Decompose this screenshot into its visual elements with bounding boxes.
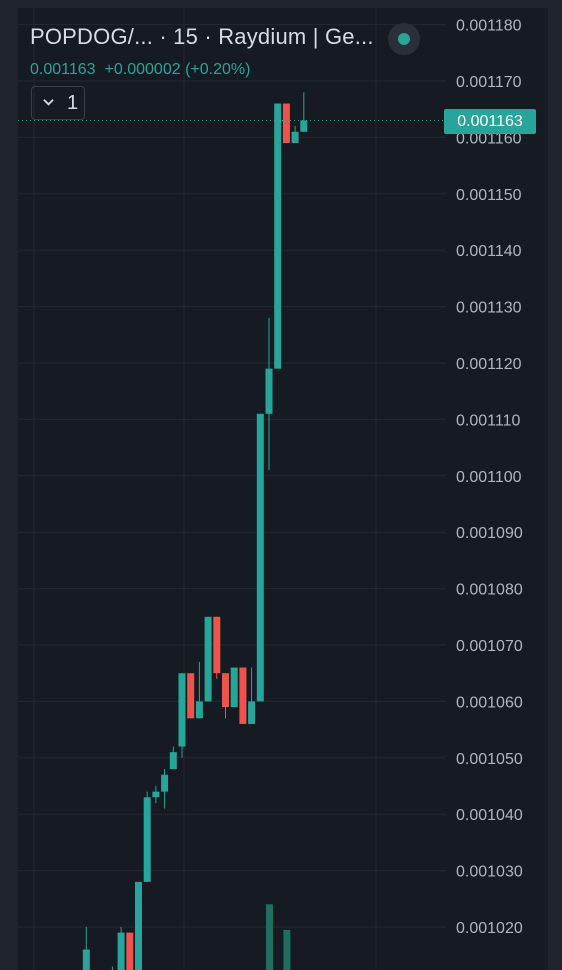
collapse-indicators-button[interactable]: 1	[31, 86, 85, 120]
y-axis-tick-label: 0.001120	[456, 356, 522, 373]
candle-body	[117, 932, 125, 970]
y-axis-tick-label: 0.001140	[456, 243, 522, 260]
candle-body	[300, 120, 308, 132]
y-axis-tick-label: 0.001110	[456, 412, 520, 429]
candle-body	[248, 701, 256, 724]
candle-body	[161, 774, 169, 792]
chart-legend-title[interactable]: POPDOG/... · 15 · Raydium | Ge...	[30, 24, 374, 50]
candle-body	[256, 413, 264, 702]
live-status-button[interactable]	[388, 23, 420, 55]
y-axis-tick-label: 0.001100	[456, 469, 522, 486]
candle-body	[178, 673, 186, 747]
candle-body	[282, 103, 290, 144]
y-axis-tick-label: 0.001050	[456, 751, 523, 768]
symbol-label[interactable]: POPDOG/...	[30, 24, 154, 49]
candle-body	[187, 673, 195, 719]
y-axis-tick-label: 0.001040	[456, 807, 523, 824]
y-axis-tick-label: 0.001090	[456, 525, 523, 542]
candle-body	[143, 797, 151, 882]
volume-bar	[283, 929, 291, 970]
indicator-count: 1	[67, 92, 79, 114]
candle-body	[239, 667, 247, 724]
y-axis-tick-label: 0.001020	[456, 920, 523, 937]
candle-body	[152, 791, 160, 798]
candle-body	[204, 616, 212, 702]
chart-header: POPDOG/... · 15 · Raydium | Ge...	[30, 24, 374, 50]
live-status-dot-icon	[398, 33, 410, 45]
y-axis-tick-label: 0.001170	[456, 74, 522, 91]
candle-body	[230, 667, 238, 708]
left-toolbar-edge	[0, 0, 18, 970]
current-price-tag: 0.001163	[444, 109, 536, 134]
y-axis-tick-label: 0.001080	[456, 582, 523, 599]
chevron-down-icon	[43, 99, 54, 106]
y-axis-tick-label: 0.001030	[456, 864, 523, 881]
y-axis-tick-label: 0.001160	[456, 130, 522, 147]
candle-body	[135, 881, 142, 970]
candle-body	[169, 752, 177, 770]
y-axis-tick-label: 0.001130	[456, 300, 522, 317]
right-panel-edge	[548, 0, 562, 970]
interval-exchange-label: · 15 · Raydium | Ge...	[153, 24, 374, 49]
candle-body	[291, 131, 299, 144]
y-axis-tick-label: 0.001150	[456, 187, 522, 204]
candle-body	[213, 616, 221, 674]
price-readout: 0.001163 +0.000002 (+0.20%)	[30, 61, 259, 79]
top-toolbar-edge	[18, 0, 548, 8]
volume-bar	[266, 904, 273, 970]
last-price-value: 0.001163	[30, 61, 96, 78]
y-axis-tick-label: 0.001060	[456, 694, 523, 711]
candle-body	[126, 932, 134, 970]
candle-body	[265, 368, 273, 414]
y-axis-tick-label: 0.001070	[456, 638, 523, 655]
candle-body	[222, 673, 229, 708]
y-axis-tick-label: 0.001180	[456, 18, 522, 35]
price-change-value: +0.000002 (+0.20%)	[104, 61, 251, 78]
candle-body	[274, 103, 282, 369]
candle-body	[82, 949, 90, 970]
candle-body	[195, 701, 203, 719]
